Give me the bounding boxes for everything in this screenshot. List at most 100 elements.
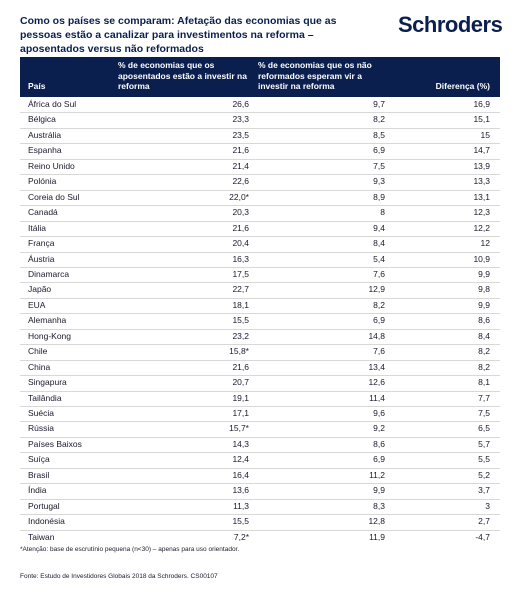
row-separator (20, 158, 500, 160)
logo: Schroders (398, 12, 503, 37)
column-header: % de economias que os não reformados esp… (258, 60, 372, 91)
cell-value: 12,9 (368, 284, 385, 295)
row-separator (20, 251, 500, 253)
cell-value: 11,3 (233, 500, 249, 511)
cell-value: 9,3 (373, 176, 385, 187)
cell-value: 9,2 (373, 423, 385, 434)
cell-value: 21,6 (232, 145, 249, 156)
cell-value: 16,9 (473, 99, 490, 109)
country: EUA (28, 299, 46, 310)
cell-value: 6,9 (373, 145, 385, 156)
row-separator (20, 236, 500, 238)
row-separator (20, 313, 500, 315)
cell-value: 9,7 (373, 99, 385, 109)
row-separator (20, 406, 500, 407)
cell-value: 7,2* (233, 531, 249, 542)
country: Polónia (28, 176, 57, 187)
cell-value: 12,2 (473, 222, 490, 233)
country: Alemanha (28, 315, 67, 326)
cell-value: 21,6 (232, 222, 249, 233)
cell-value: 15,5 (232, 516, 249, 527)
row-separator (20, 297, 500, 299)
cell-value: 10,9 (473, 253, 490, 264)
cell-value: 20,3 (232, 207, 249, 218)
cell-value: 9,4 (373, 222, 385, 233)
row-separator (20, 514, 500, 516)
cell-value: 5,4 (373, 253, 385, 264)
column-header: % de economias que os aposentados estão … (118, 60, 247, 91)
country: França (28, 238, 55, 249)
country: Bélgica (28, 114, 56, 125)
source: Fonte: Estudo de Investidores Globais 20… (20, 573, 218, 580)
cell-value: 9,6 (373, 408, 385, 418)
cell-value: 17,1 (232, 408, 249, 418)
country: Reino Unido (28, 160, 75, 171)
cell-value: 7,6 (373, 268, 385, 279)
cell-value: 7,5 (478, 408, 490, 418)
cell-value: 8,3 (373, 500, 385, 511)
cell-value: 15,7* (229, 423, 249, 434)
cell-value: 8,2 (373, 299, 385, 310)
cell-value: 6,9 (373, 454, 385, 465)
cell-value: 13,6 (232, 485, 249, 496)
cell-value: 7,6 (373, 346, 385, 357)
country: China (28, 361, 51, 372)
cell-value: 8,6 (478, 315, 490, 326)
cell-value: 2,7 (478, 516, 490, 527)
cell-value: 8,2 (373, 114, 385, 125)
title: Como os países se comparam: Afetação das… (20, 15, 337, 55)
cell-value: 8 (380, 207, 385, 218)
cell-value: 20,7 (232, 377, 249, 388)
cell-value: 8,4 (478, 330, 490, 341)
row-separator (20, 375, 500, 377)
cell-value: 16,3 (232, 253, 249, 264)
cell-value: 21,4 (232, 160, 249, 171)
country: Chile (28, 346, 48, 357)
row-separator (20, 112, 500, 114)
cell-value: 7,5 (373, 160, 385, 171)
country: Índia (28, 485, 47, 496)
country: Espanha (28, 145, 62, 156)
country: Portugal (28, 500, 60, 511)
row-separator (20, 483, 500, 485)
row-separator (20, 467, 500, 469)
row-separator (20, 205, 500, 207)
country: Japão (28, 284, 52, 295)
cell-value: 13,4 (368, 361, 385, 372)
country: África do Sul (28, 99, 77, 109)
cell-value: 23,5 (232, 129, 249, 140)
cell-value: 9,8 (478, 284, 490, 295)
country: Tailândia (28, 392, 62, 403)
cell-value: 8,9 (373, 191, 385, 202)
cell-value: 14,8 (368, 330, 385, 341)
cell-value: 19,1 (232, 392, 249, 403)
cell-value: 8,4 (373, 238, 385, 249)
cell-value: 14,7 (473, 145, 490, 156)
cell-value: 14,3 (232, 438, 249, 449)
cell-value: 5,5 (478, 454, 490, 465)
cell-value: 8,5 (373, 129, 385, 140)
country: Áustria (28, 253, 55, 264)
country: Indonésia (28, 516, 65, 527)
cell-value: 8,2 (478, 346, 490, 357)
cell-value: 5,2 (478, 469, 490, 480)
country: Países Baixos (28, 438, 82, 449)
cell-value: 15,1 (473, 114, 490, 125)
row-separator (20, 421, 500, 423)
country: Hong-Kong (28, 330, 72, 341)
country: Itália (28, 222, 46, 233)
row-separator (20, 282, 500, 284)
cell-value: 13,9 (473, 160, 490, 171)
row-separator (20, 498, 500, 500)
row-separator (20, 220, 500, 222)
row-separator (20, 436, 500, 438)
cell-value: 9,9 (478, 268, 490, 279)
cell-value: 12,3 (473, 207, 490, 218)
cell-value: 12,6 (368, 377, 385, 388)
cell-value: 15 (480, 129, 490, 140)
row-separator (20, 529, 500, 531)
table-header (20, 57, 500, 97)
row-separator (20, 143, 500, 145)
cell-value: 3 (485, 500, 490, 511)
cell-value: 15,8* (229, 346, 249, 357)
